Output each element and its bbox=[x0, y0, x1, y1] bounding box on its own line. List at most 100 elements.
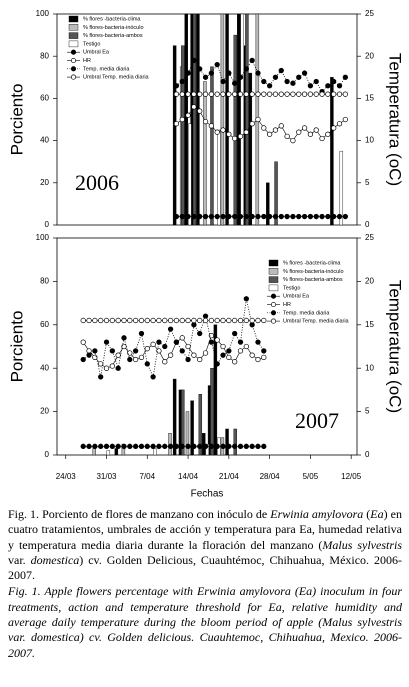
point bbox=[98, 443, 104, 449]
legend-label: Umbral Temp. media diaria bbox=[83, 75, 150, 81]
point bbox=[232, 135, 238, 142]
caption-text: domestica bbox=[30, 552, 80, 567]
point bbox=[202, 91, 209, 97]
point bbox=[255, 339, 261, 345]
x-tick-label: 31/03 bbox=[96, 472, 117, 481]
point bbox=[167, 352, 174, 358]
point bbox=[173, 443, 180, 449]
point bbox=[237, 339, 244, 345]
bar bbox=[184, 13, 188, 226]
point bbox=[132, 348, 139, 354]
x-tick-label: 14/04 bbox=[178, 472, 199, 481]
point bbox=[237, 317, 244, 324]
point bbox=[121, 443, 127, 449]
point bbox=[185, 443, 191, 449]
point bbox=[197, 213, 203, 220]
point bbox=[290, 213, 296, 220]
caption-text: Malus sylvestris bbox=[322, 537, 402, 552]
point bbox=[179, 335, 185, 341]
point bbox=[191, 57, 197, 64]
point bbox=[144, 346, 150, 352]
point bbox=[86, 317, 92, 324]
point bbox=[220, 91, 226, 97]
bar bbox=[274, 161, 278, 226]
point bbox=[115, 317, 121, 324]
point bbox=[226, 348, 232, 354]
legend-label: HR bbox=[283, 302, 291, 308]
legend-marker bbox=[70, 49, 77, 55]
y2-tick-label: 10 bbox=[365, 136, 374, 145]
legend-marker bbox=[70, 66, 77, 72]
caption-en: Fig. 1. Apple flowers percentage with Er… bbox=[8, 584, 402, 660]
point bbox=[214, 317, 220, 324]
y2-tick-label: 15 bbox=[365, 320, 374, 329]
point bbox=[261, 443, 267, 449]
legend-label: % flores -bacteria-clima bbox=[83, 16, 141, 22]
point bbox=[301, 70, 308, 76]
point bbox=[185, 356, 191, 363]
legend-label: Temp. media diaria bbox=[283, 310, 330, 316]
point bbox=[197, 443, 203, 449]
point bbox=[162, 359, 168, 365]
point bbox=[220, 317, 226, 324]
bar bbox=[233, 34, 237, 226]
point bbox=[121, 335, 127, 341]
point bbox=[220, 213, 226, 220]
point bbox=[226, 213, 232, 220]
point bbox=[331, 213, 337, 220]
bar bbox=[172, 378, 177, 456]
point bbox=[167, 443, 174, 449]
point bbox=[191, 352, 197, 358]
point bbox=[261, 213, 267, 220]
point bbox=[202, 350, 209, 356]
point bbox=[191, 322, 197, 328]
point bbox=[249, 317, 255, 324]
point bbox=[202, 317, 209, 324]
point bbox=[167, 326, 174, 332]
point bbox=[98, 317, 104, 324]
point bbox=[86, 352, 92, 358]
point bbox=[325, 83, 331, 89]
point bbox=[255, 213, 261, 220]
point bbox=[342, 91, 348, 97]
x-tick-label: 5/05 bbox=[303, 472, 319, 481]
point bbox=[220, 78, 226, 85]
point bbox=[296, 74, 302, 80]
point bbox=[179, 91, 185, 97]
point bbox=[162, 343, 168, 350]
point bbox=[179, 443, 185, 449]
point bbox=[179, 317, 185, 324]
point bbox=[208, 70, 215, 76]
point bbox=[109, 443, 115, 449]
bar bbox=[205, 443, 210, 456]
bar bbox=[210, 368, 214, 456]
point bbox=[249, 443, 255, 449]
point bbox=[80, 356, 86, 363]
point bbox=[214, 61, 220, 68]
legend-label: Testigo bbox=[83, 41, 100, 47]
point bbox=[232, 317, 238, 324]
point bbox=[290, 137, 296, 144]
point bbox=[150, 341, 156, 347]
point bbox=[255, 70, 261, 76]
point bbox=[208, 317, 215, 324]
point bbox=[138, 330, 145, 337]
point bbox=[115, 443, 121, 449]
point bbox=[243, 296, 249, 302]
bar bbox=[225, 428, 229, 456]
point bbox=[138, 443, 145, 449]
point bbox=[243, 343, 249, 350]
legend-swatch bbox=[268, 276, 279, 283]
point bbox=[214, 337, 220, 343]
y-tick-label: 40 bbox=[40, 136, 49, 145]
point bbox=[179, 213, 185, 220]
point bbox=[173, 213, 180, 220]
point bbox=[255, 443, 261, 449]
point bbox=[255, 116, 261, 123]
point bbox=[127, 317, 133, 324]
point bbox=[232, 213, 238, 220]
point bbox=[138, 317, 145, 324]
point bbox=[336, 121, 343, 127]
point bbox=[290, 80, 296, 86]
